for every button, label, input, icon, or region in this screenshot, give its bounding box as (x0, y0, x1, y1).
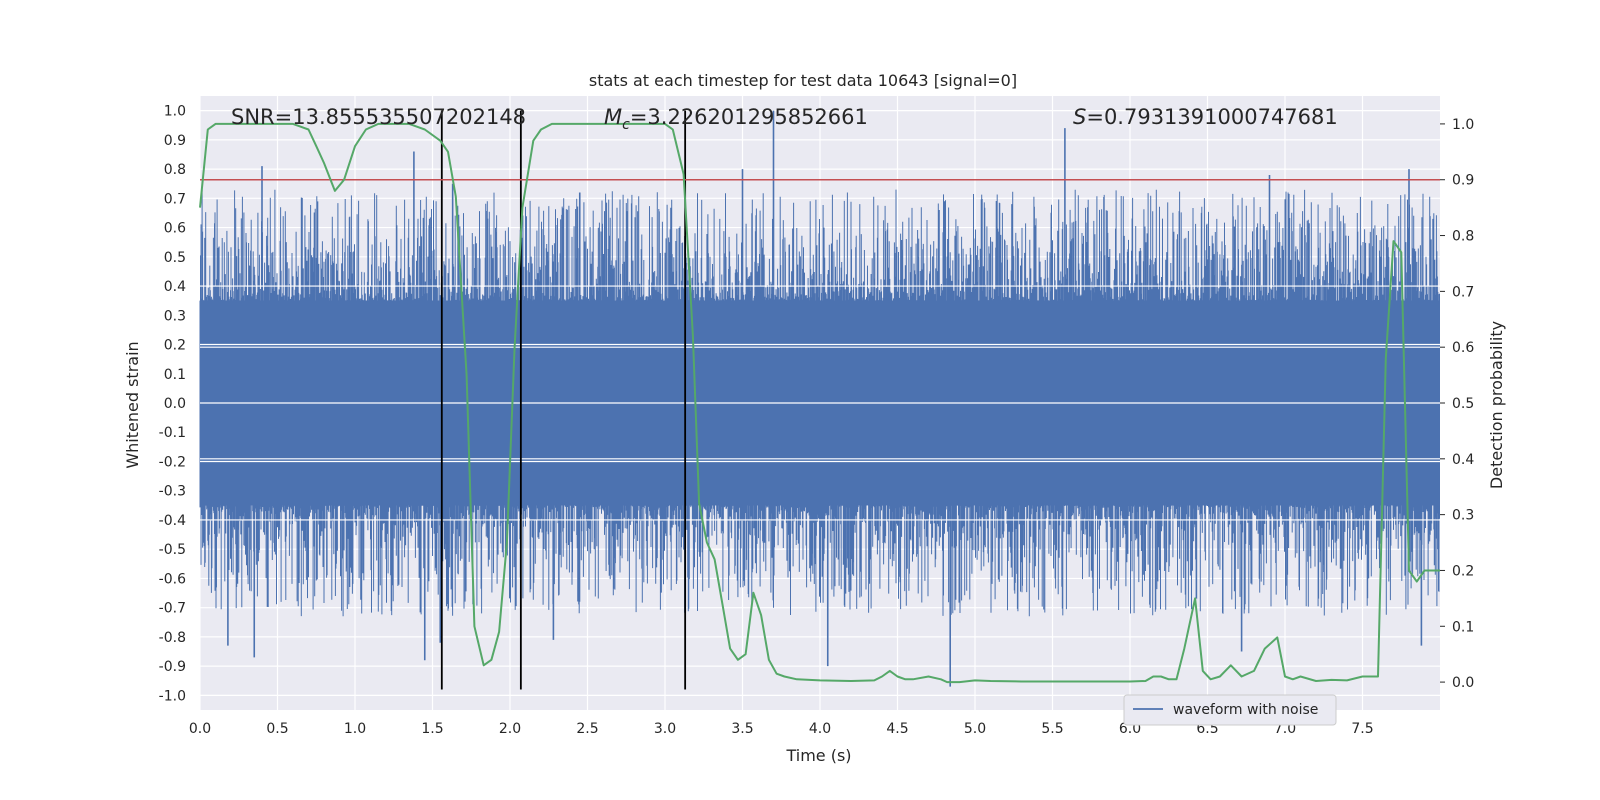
x-tick-label: 4.5 (886, 721, 908, 737)
y-left-tick-label: 0.1 (164, 367, 186, 383)
legend: waveform with noise (1123, 694, 1337, 726)
y-right-tick-label: 0.5 (1452, 396, 1474, 412)
s-annotation: S=0.7931391000747681 (1073, 105, 1338, 129)
x-tick-label: 2.0 (499, 721, 521, 737)
x-tick-label: 7.5 (1351, 721, 1373, 737)
y-left-tick-label: -0.5 (159, 542, 186, 558)
s-value: =0.7931391000747681 (1086, 105, 1337, 129)
x-tick-label: 0.0 (189, 721, 211, 737)
snr-annotation: SNR=13.855535507202148 (231, 105, 526, 129)
y-left-tick-label: 0.2 (164, 338, 186, 354)
waveform-series (199, 110, 1440, 687)
y-left-tick-label: -0.9 (159, 659, 186, 675)
chirp-mass-symbol: M (604, 105, 622, 129)
y-left-tick-label: 0.4 (164, 279, 186, 295)
y-left-tick-label: 1.0 (164, 104, 186, 120)
y-axis-right-label: Detection probability (1487, 321, 1506, 489)
x-tick-label: 5.5 (1041, 721, 1063, 737)
x-tick-label: 3.5 (731, 721, 753, 737)
y-right-tick-label: 0.0 (1452, 675, 1474, 691)
y-axis-left-label: Whitened strain (123, 341, 142, 468)
y-left-tick-label: -1.0 (159, 688, 186, 704)
chirp-mass-annotation: Mc=3.226201295852661 (604, 105, 868, 133)
y-left-tick-label: 0.9 (164, 133, 186, 149)
y-right-tick-label: 0.1 (1452, 619, 1474, 635)
x-tick-label: 2.5 (576, 721, 598, 737)
y-left-tick-label: 0.8 (164, 162, 186, 178)
y-right-tick-label: 0.6 (1452, 340, 1474, 356)
y-axis-right-ticks: 1.0 0.9 0.8 0.7 0.6 0.5 0.4 0.3 0.2 0.1 0.0 (1440, 117, 1474, 691)
x-tick-label: 5.0 (964, 721, 986, 737)
y-left-tick-label: -0.4 (159, 513, 186, 529)
y-right-tick-label: 0.2 (1452, 563, 1474, 579)
y-right-tick-label: 1.0 (1452, 117, 1474, 133)
y-axis-left-ticks: 1.0 0.9 0.8 0.7 0.6 0.5 0.4 0.3 0.2 0.1 0.0 -0.1 -0.… (159, 104, 186, 705)
s-symbol: S (1073, 105, 1086, 129)
x-tick-label: 0.5 (266, 721, 288, 737)
legend-box (1123, 694, 1337, 726)
y-left-tick-label: -0.3 (159, 484, 186, 500)
y-right-tick-label: 0.8 (1452, 229, 1474, 245)
y-left-tick-label: 0.7 (164, 191, 186, 207)
y-right-tick-label: 0.7 (1452, 284, 1474, 300)
y-left-tick-label: -0.8 (159, 630, 186, 646)
y-right-tick-label: 0.3 (1452, 508, 1474, 524)
x-tick-label: 3.0 (654, 721, 676, 737)
chart-title: stats at each timestep for test data 106… (589, 71, 1017, 90)
x-tick-label: 1.5 (421, 721, 443, 737)
y-right-tick-label: 0.4 (1452, 452, 1474, 468)
y-left-tick-label: -0.1 (159, 425, 186, 441)
y-left-tick-label: 0.6 (164, 221, 186, 237)
detection-probability-line (199, 122, 1440, 684)
legend-label-waveform: waveform with noise (1173, 702, 1318, 718)
x-tick-label: 4.0 (809, 721, 831, 737)
y-left-tick-label: -0.6 (159, 571, 186, 587)
y-left-tick-label: 0.5 (164, 250, 186, 266)
x-axis-label: Time (s) (785, 746, 851, 765)
detection-probability-series (199, 122, 1440, 684)
y-left-tick-label: -0.2 (159, 454, 186, 470)
chirp-mass-value: =3.226201295852661 (630, 105, 868, 129)
y-left-tick-label: 0.3 (164, 308, 186, 324)
chirp-mass-subscript: c (622, 117, 630, 133)
y-right-tick-label: 0.9 (1452, 173, 1474, 189)
x-tick-label: 1.0 (344, 721, 366, 737)
y-left-tick-label: -0.7 (159, 601, 186, 617)
y-left-tick-label: 0.0 (164, 396, 186, 412)
